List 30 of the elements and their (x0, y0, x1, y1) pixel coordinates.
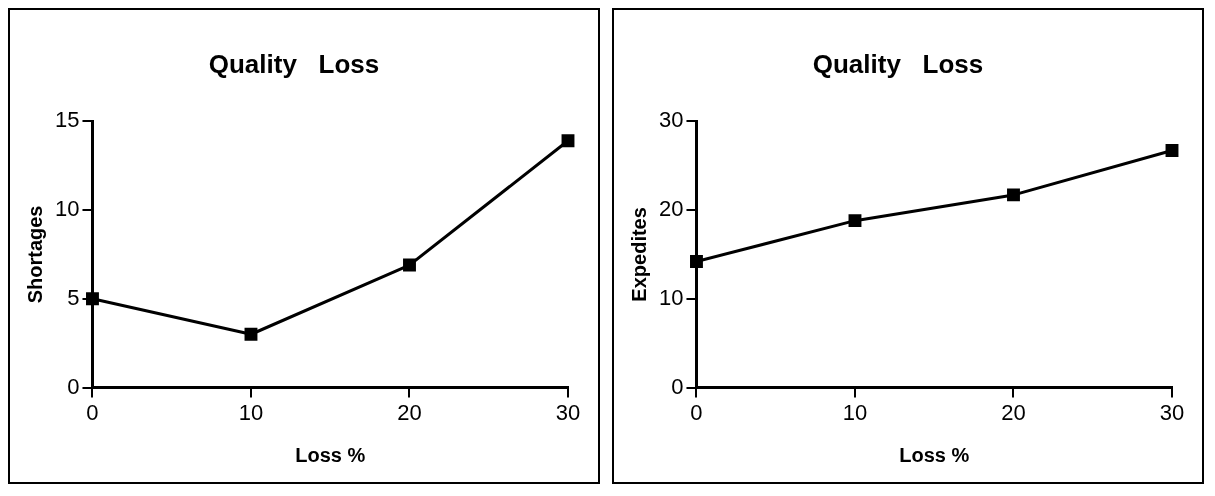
point (848, 214, 862, 228)
x-axis-title: Loss % (295, 443, 366, 466)
y-tick-label: 30 (658, 107, 684, 133)
y-tick-label: 10 (54, 196, 80, 222)
point (690, 255, 703, 268)
y-tick-label: 10 (658, 284, 684, 310)
x-axis-title: Loss % (899, 443, 970, 466)
y-tick-label: 15 (54, 107, 80, 133)
point (403, 258, 416, 272)
x-tick-label: 0 (690, 399, 703, 425)
x-tick-label: 10 (842, 399, 868, 425)
x-tick-label: 30 (555, 399, 581, 425)
chart-title: Quality Loss (812, 48, 984, 79)
point (86, 292, 99, 306)
x-tick-label: 20 (397, 399, 422, 425)
point (1165, 144, 1179, 157)
y-axis-title: Shortages (23, 205, 46, 304)
x-tick-label: 20 (1001, 399, 1026, 425)
x-tick-label: 0 (86, 399, 99, 425)
y-tick-label: 0 (671, 373, 684, 399)
chart-title: Quality Loss (208, 48, 380, 79)
y-tick-label: 20 (658, 196, 684, 222)
point (244, 327, 258, 341)
point (561, 134, 575, 148)
x-tick-label: 30 (1159, 399, 1185, 425)
y-axis-title: Expedites (627, 207, 650, 302)
point (1007, 188, 1020, 202)
y-tick-label: 0 (67, 373, 80, 399)
x-tick-label: 10 (238, 399, 264, 425)
y-tick-label: 5 (67, 284, 80, 310)
